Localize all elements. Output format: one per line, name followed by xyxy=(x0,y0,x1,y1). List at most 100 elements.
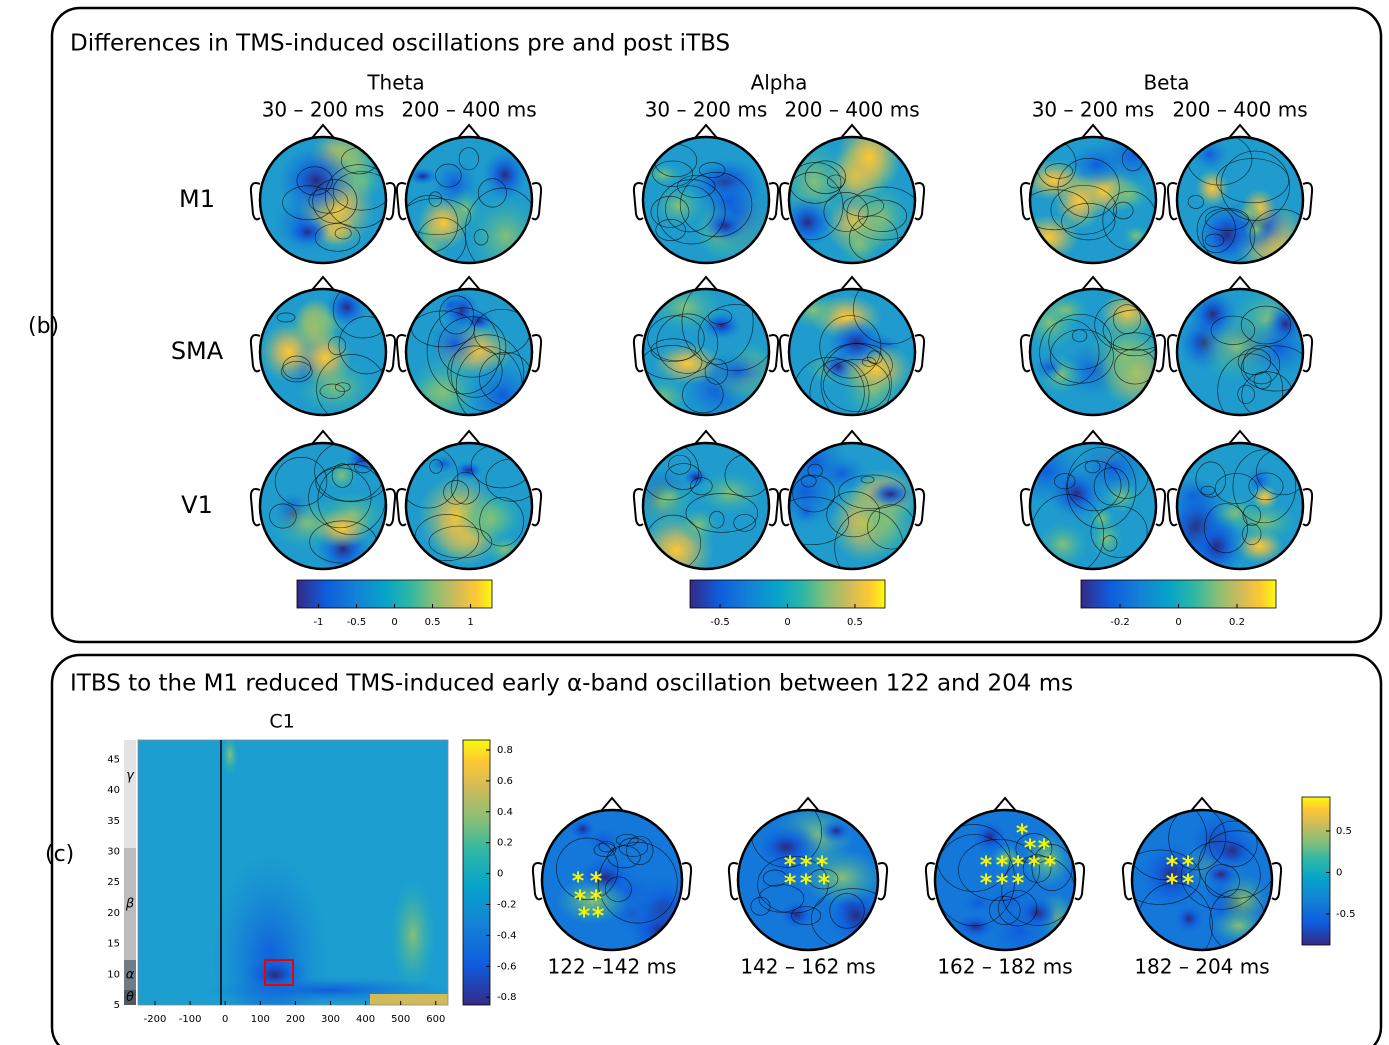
x-tick-label: 0 xyxy=(222,1014,228,1025)
contour xyxy=(338,316,386,375)
topomap-blob xyxy=(1067,142,1126,187)
topomap-fill xyxy=(406,443,532,569)
topomap-blob xyxy=(481,148,529,202)
topomap xyxy=(1166,275,1314,417)
colorbar xyxy=(1301,796,1331,946)
nose xyxy=(457,123,481,139)
head-outline xyxy=(258,287,388,417)
contour xyxy=(280,361,313,383)
head-outline xyxy=(641,441,771,571)
y-tick-label: 15 xyxy=(107,939,120,950)
heatmap-strip xyxy=(370,994,448,1005)
contour xyxy=(296,166,333,196)
colorbar-tick-label: 0.5 xyxy=(1336,826,1352,837)
contour xyxy=(1210,315,1256,345)
nose xyxy=(1228,429,1252,445)
significance-marker: * xyxy=(818,869,831,897)
contour xyxy=(1242,523,1262,545)
head-outline xyxy=(1028,287,1158,417)
topomap-fill xyxy=(643,443,769,569)
contour xyxy=(791,906,822,926)
topomap xyxy=(632,429,780,571)
topomap-blob xyxy=(827,318,886,368)
contour xyxy=(650,195,690,228)
topomap-blob xyxy=(438,294,465,316)
contour xyxy=(792,474,836,513)
contour xyxy=(1216,158,1290,204)
contour xyxy=(314,223,361,252)
contour xyxy=(1232,449,1297,524)
topomap-blob xyxy=(697,471,763,515)
significance-marker: * xyxy=(784,851,797,879)
y-tick-label: 10 xyxy=(107,969,120,980)
significance-marker: * xyxy=(1044,851,1057,879)
contour xyxy=(1180,841,1261,910)
topomap-fill xyxy=(260,443,386,569)
contour xyxy=(733,514,756,532)
contour xyxy=(681,289,754,365)
head-outline xyxy=(641,287,771,417)
head-outline xyxy=(933,808,1077,952)
contour xyxy=(656,313,719,374)
y-tick-label: 20 xyxy=(107,908,120,919)
panel-c-frame xyxy=(50,653,1383,1045)
topomap xyxy=(1019,123,1167,265)
contour xyxy=(704,358,729,385)
y-tick-label: 5 xyxy=(114,1000,120,1011)
head-outline xyxy=(258,135,388,265)
contour xyxy=(429,459,443,474)
contour xyxy=(823,192,869,232)
ear xyxy=(877,862,889,901)
colorbar-tick-label: 0 xyxy=(1175,617,1181,628)
ear xyxy=(1155,334,1167,373)
colorbar xyxy=(1080,579,1277,609)
colorbar-tick-label: 1 xyxy=(467,617,473,628)
time-window: 30 – 200 ms xyxy=(1032,98,1155,122)
contour xyxy=(1084,460,1101,474)
ear xyxy=(249,182,261,221)
contour xyxy=(1253,371,1272,390)
x-tick-label: -200 xyxy=(144,1014,167,1025)
x-tick-label: 100 xyxy=(251,1014,270,1025)
ear xyxy=(1074,862,1086,901)
band-name: Theta xyxy=(366,71,424,95)
x-tick-label: 300 xyxy=(321,1014,340,1025)
topomap-blob xyxy=(836,137,902,196)
topomap-fill xyxy=(1132,810,1272,950)
topomap-fill xyxy=(1030,289,1156,415)
contour xyxy=(647,315,705,362)
topomap xyxy=(1019,275,1167,417)
topomap-blob xyxy=(1195,169,1229,207)
contour xyxy=(473,229,489,246)
panel-b-frame xyxy=(50,6,1383,644)
roi-box xyxy=(264,959,294,986)
contour xyxy=(1015,833,1053,864)
contour xyxy=(1195,461,1227,498)
ear xyxy=(531,182,543,221)
ear xyxy=(768,182,780,221)
contour xyxy=(1198,830,1272,899)
topomap xyxy=(395,429,543,571)
contour xyxy=(650,338,696,362)
contour xyxy=(657,179,726,245)
topomap xyxy=(249,123,397,265)
contour xyxy=(331,463,353,488)
contour xyxy=(643,443,699,501)
topomap-blob xyxy=(1230,501,1297,542)
ear xyxy=(395,334,407,373)
topomap-blob xyxy=(427,319,482,368)
row-label: M1 xyxy=(179,185,215,213)
ear xyxy=(1155,182,1167,221)
ear xyxy=(778,334,790,373)
topomap-blob xyxy=(776,897,818,933)
topomap-blob xyxy=(801,849,878,906)
ear xyxy=(531,862,543,901)
topomap-blob xyxy=(789,443,849,494)
topomap-blob xyxy=(818,818,854,844)
y-tick-label: 30 xyxy=(107,847,120,858)
contour xyxy=(1132,849,1201,905)
contour xyxy=(804,160,847,194)
topomap-blob xyxy=(644,163,681,186)
topomap-blob xyxy=(1089,518,1123,559)
panel-title: Differences in TMS-induced oscillations … xyxy=(70,31,730,57)
